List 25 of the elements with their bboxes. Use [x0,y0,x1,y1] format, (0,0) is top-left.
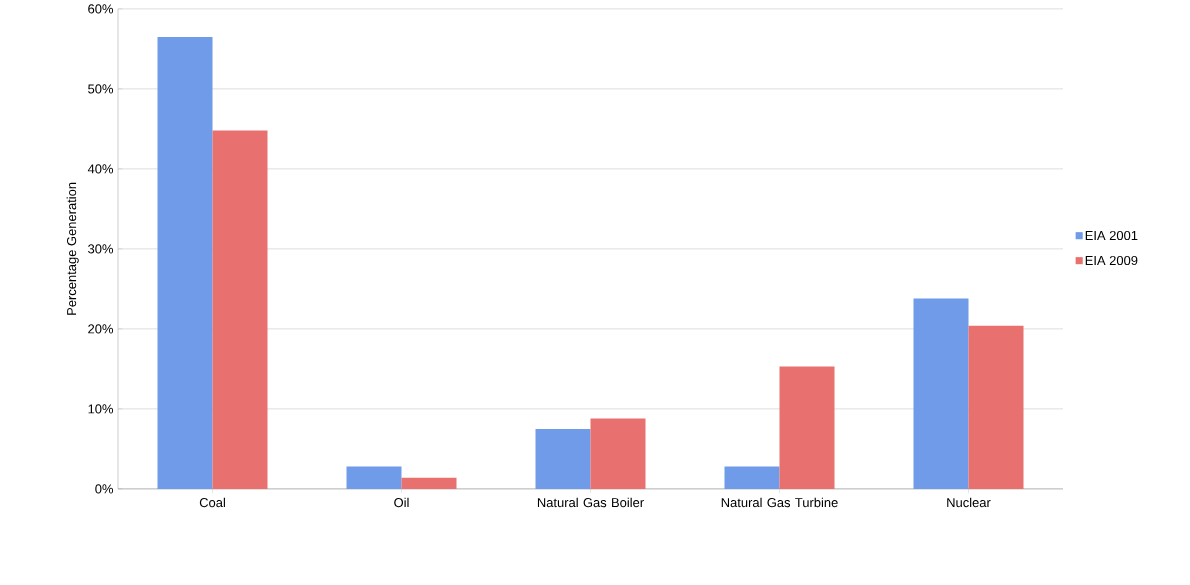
legend-label: EIA 2009 [1085,255,1138,266]
bar [724,466,780,489]
y-tick-label: 30% [88,244,114,254]
y-axis-title: Percentage Generation [66,182,79,315]
bar [535,428,591,489]
y-tick-label: 40% [87,164,114,174]
x-tick-label: Coal [199,497,225,508]
y-tick-label: 10% [88,404,114,414]
bar [157,36,213,489]
legend-label: EIA 2001 [1085,230,1138,241]
x-tick-label: Oil [394,497,409,508]
bar [401,477,457,489]
y-tick-label: 50% [88,84,114,94]
bar [212,130,268,489]
x-tick-label: Natural Gas Turbine [721,497,838,508]
x-tick-label: Nuclear [947,497,991,508]
y-tick-label: 20% [88,324,114,334]
bar [779,366,835,489]
bar [913,298,969,489]
bar [968,325,1024,489]
x-tick-label: Natural Gas Boiler [537,497,644,508]
y-tick-label: 60% [88,4,114,14]
bar [346,466,402,489]
y-tick-label: 0% [95,484,114,494]
bar [590,418,646,489]
